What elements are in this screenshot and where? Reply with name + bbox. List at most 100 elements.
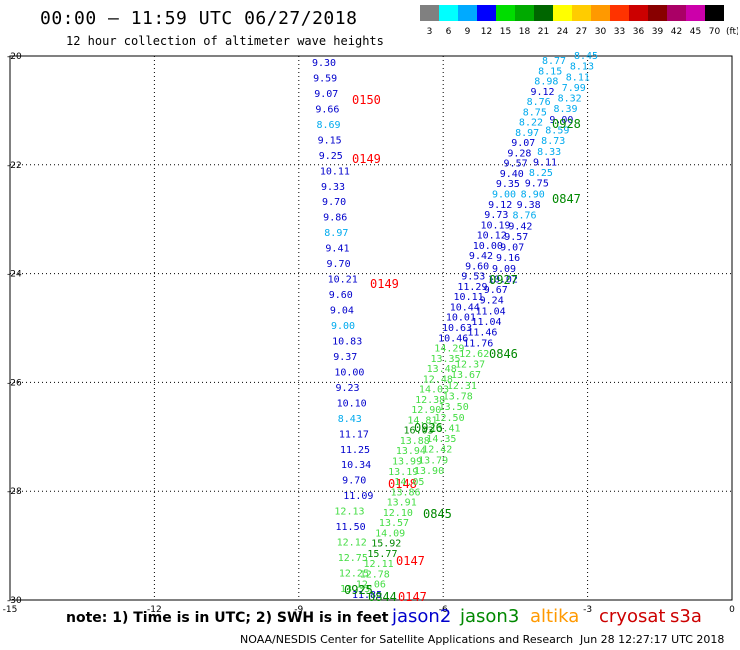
pass-time: 0846	[489, 347, 518, 361]
pass-time: 0148	[388, 477, 417, 491]
swh-value: 12.31	[447, 381, 477, 392]
swh-value: 9.40	[500, 169, 524, 180]
swh-value: 9.23	[335, 383, 359, 394]
swh-value: 9.04	[330, 306, 354, 317]
swh-value: 9.00	[549, 115, 573, 126]
swh-value: 14.05	[394, 477, 424, 488]
scale-label: 27	[576, 27, 587, 37]
scale-swatch	[705, 5, 724, 21]
swh-value: 8.25	[529, 168, 553, 179]
y-tick-label: -26	[7, 378, 22, 388]
swh-value: 9.86	[323, 213, 347, 224]
pass-time: 0147	[398, 590, 427, 604]
swh-value: 9.15	[318, 135, 342, 146]
swh-value: 13.41	[430, 423, 460, 434]
legend-cryosat: cryosat	[599, 606, 665, 627]
scale-label: 42	[671, 27, 682, 37]
swh-value: 10.11	[454, 292, 484, 303]
scale-label: 6	[446, 27, 452, 37]
swh-value: 8.76	[527, 97, 551, 108]
scale-label: 15	[500, 27, 511, 37]
swh-value: 11.46	[467, 328, 497, 339]
swh-value: 10.83	[332, 336, 362, 347]
swh-value: 12.06	[356, 580, 386, 591]
swh-value: 9.00	[492, 190, 516, 201]
swh-value: 13.67	[451, 370, 481, 381]
swh-value: 13.19	[388, 467, 418, 478]
scale-swatch	[686, 5, 705, 21]
scale-label: 30	[595, 27, 607, 37]
swh-value: 9.59	[313, 73, 337, 84]
swh-value: 9.12	[530, 87, 554, 98]
swh-value: 11.04	[471, 317, 501, 328]
swh-value: 9.73	[484, 210, 508, 221]
scale-swatch	[648, 5, 667, 21]
swh-value: 9.75	[525, 179, 549, 190]
scale-label: 24	[557, 27, 569, 37]
swh-value: 9.66	[315, 104, 339, 115]
legend-jason2: jason2	[392, 606, 451, 627]
swh-value: 8.33	[537, 147, 561, 158]
swh-value: 14.81	[407, 415, 437, 426]
pass-time: 0926	[414, 421, 443, 435]
swh-value: 9.70	[342, 476, 366, 487]
x-tick-label: -12	[147, 605, 162, 615]
scale-label: 21	[538, 27, 549, 37]
swh-value: 10.10	[337, 398, 367, 409]
swh-value: 12.42	[422, 445, 452, 456]
scale-label: 18	[519, 27, 531, 37]
swh-value: 11.85	[352, 590, 382, 601]
pass-time: 0147	[396, 554, 425, 568]
swh-value: 8.15	[538, 66, 562, 77]
swh-value: 9.07	[511, 138, 535, 149]
scale-label: 3	[427, 27, 433, 37]
swh-value: 8.11	[566, 72, 590, 83]
swh-value: 10.12	[477, 231, 507, 242]
scale-label: 12	[481, 27, 492, 37]
swh-value: 13.57	[379, 518, 409, 529]
swh-value: 10.34	[341, 460, 371, 471]
swh-value: 9.00	[331, 321, 355, 332]
swh-value: 12.12	[337, 538, 367, 549]
swh-value: 13.90	[414, 466, 444, 477]
x-tick-label: -3	[583, 605, 592, 615]
swh-value: 10.19	[480, 220, 510, 231]
swh-value: 9.28	[507, 148, 531, 159]
x-tick-label: -15	[3, 605, 18, 615]
footer-timestamp: Jun 28 12:27:17 UTC 2018	[580, 633, 725, 646]
scale-unit: (ft)	[726, 27, 738, 37]
swh-value: 9.67	[484, 285, 508, 296]
swh-value: 8.97	[515, 128, 539, 139]
swh-value: 9.37	[333, 352, 357, 363]
swh-value: 10.21	[328, 275, 358, 286]
legend-altika: altika	[530, 606, 579, 627]
swh-value: 9.25	[319, 151, 343, 162]
swh-value: 9.24	[480, 296, 504, 307]
scale-label: 70	[709, 27, 721, 37]
swh-value: 13.33	[340, 584, 370, 595]
scale-label: 9	[465, 27, 471, 37]
page-subtitle: 12 hour collection of altimeter wave hei…	[66, 34, 384, 48]
swh-value: 7.99	[562, 83, 586, 94]
swh-value: 13.91	[387, 498, 417, 509]
scale-swatch	[629, 5, 648, 21]
swh-value: 9.12	[488, 200, 512, 211]
swh-value: 12.75	[338, 553, 368, 564]
swh-value: 8.32	[558, 94, 582, 105]
swh-value: 9.35	[496, 179, 520, 190]
swh-value: 12.11	[364, 559, 394, 570]
swh-value: 8.76	[512, 211, 536, 222]
scale-label: 33	[614, 27, 625, 37]
swh-value: 11.29	[457, 282, 487, 293]
swh-value: 13.86	[390, 487, 420, 498]
swh-value: 13.78	[443, 392, 473, 403]
legend-altika-label: altika	[530, 606, 580, 627]
pass-time: 0149	[370, 277, 399, 291]
scale-swatch	[458, 5, 477, 21]
swh-value: 9.33	[321, 182, 345, 193]
swh-value: 13.79	[418, 455, 448, 466]
swh-value: 8.73	[541, 136, 565, 147]
footer-credit: NOAA/NESDIS Center for Satellite Applica…	[240, 633, 574, 646]
